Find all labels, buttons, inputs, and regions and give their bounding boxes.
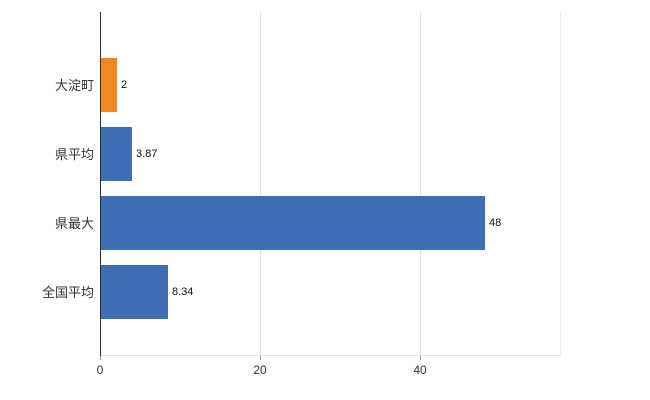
x-tick-label: 0 bbox=[96, 363, 104, 377]
category-label: 全国平均 bbox=[41, 285, 94, 300]
x-tick-mark bbox=[260, 355, 261, 360]
bar-value-label: 2 bbox=[121, 79, 128, 91]
bar bbox=[101, 196, 485, 250]
bar-value-label: 8.34 bbox=[172, 286, 194, 298]
bar-value-label: 3.87 bbox=[136, 148, 158, 160]
x-tick-label: 20 bbox=[253, 363, 267, 377]
category-label: 県最大 bbox=[54, 216, 94, 231]
bar bbox=[101, 127, 132, 181]
x-axis-line bbox=[100, 355, 560, 356]
category-label: 大淀町 bbox=[54, 78, 94, 93]
bar bbox=[101, 58, 117, 112]
x-tick-mark bbox=[420, 355, 421, 360]
x-gridline bbox=[260, 12, 261, 355]
bar bbox=[101, 265, 168, 319]
y-axis-line bbox=[100, 12, 101, 356]
category-label: 県平均 bbox=[54, 147, 94, 162]
x-tick-label: 40 bbox=[413, 363, 427, 377]
x-gridline bbox=[420, 12, 421, 355]
plot-right-border bbox=[560, 12, 561, 355]
x-tick-mark bbox=[100, 355, 101, 360]
bar-value-label: 48 bbox=[489, 217, 502, 229]
